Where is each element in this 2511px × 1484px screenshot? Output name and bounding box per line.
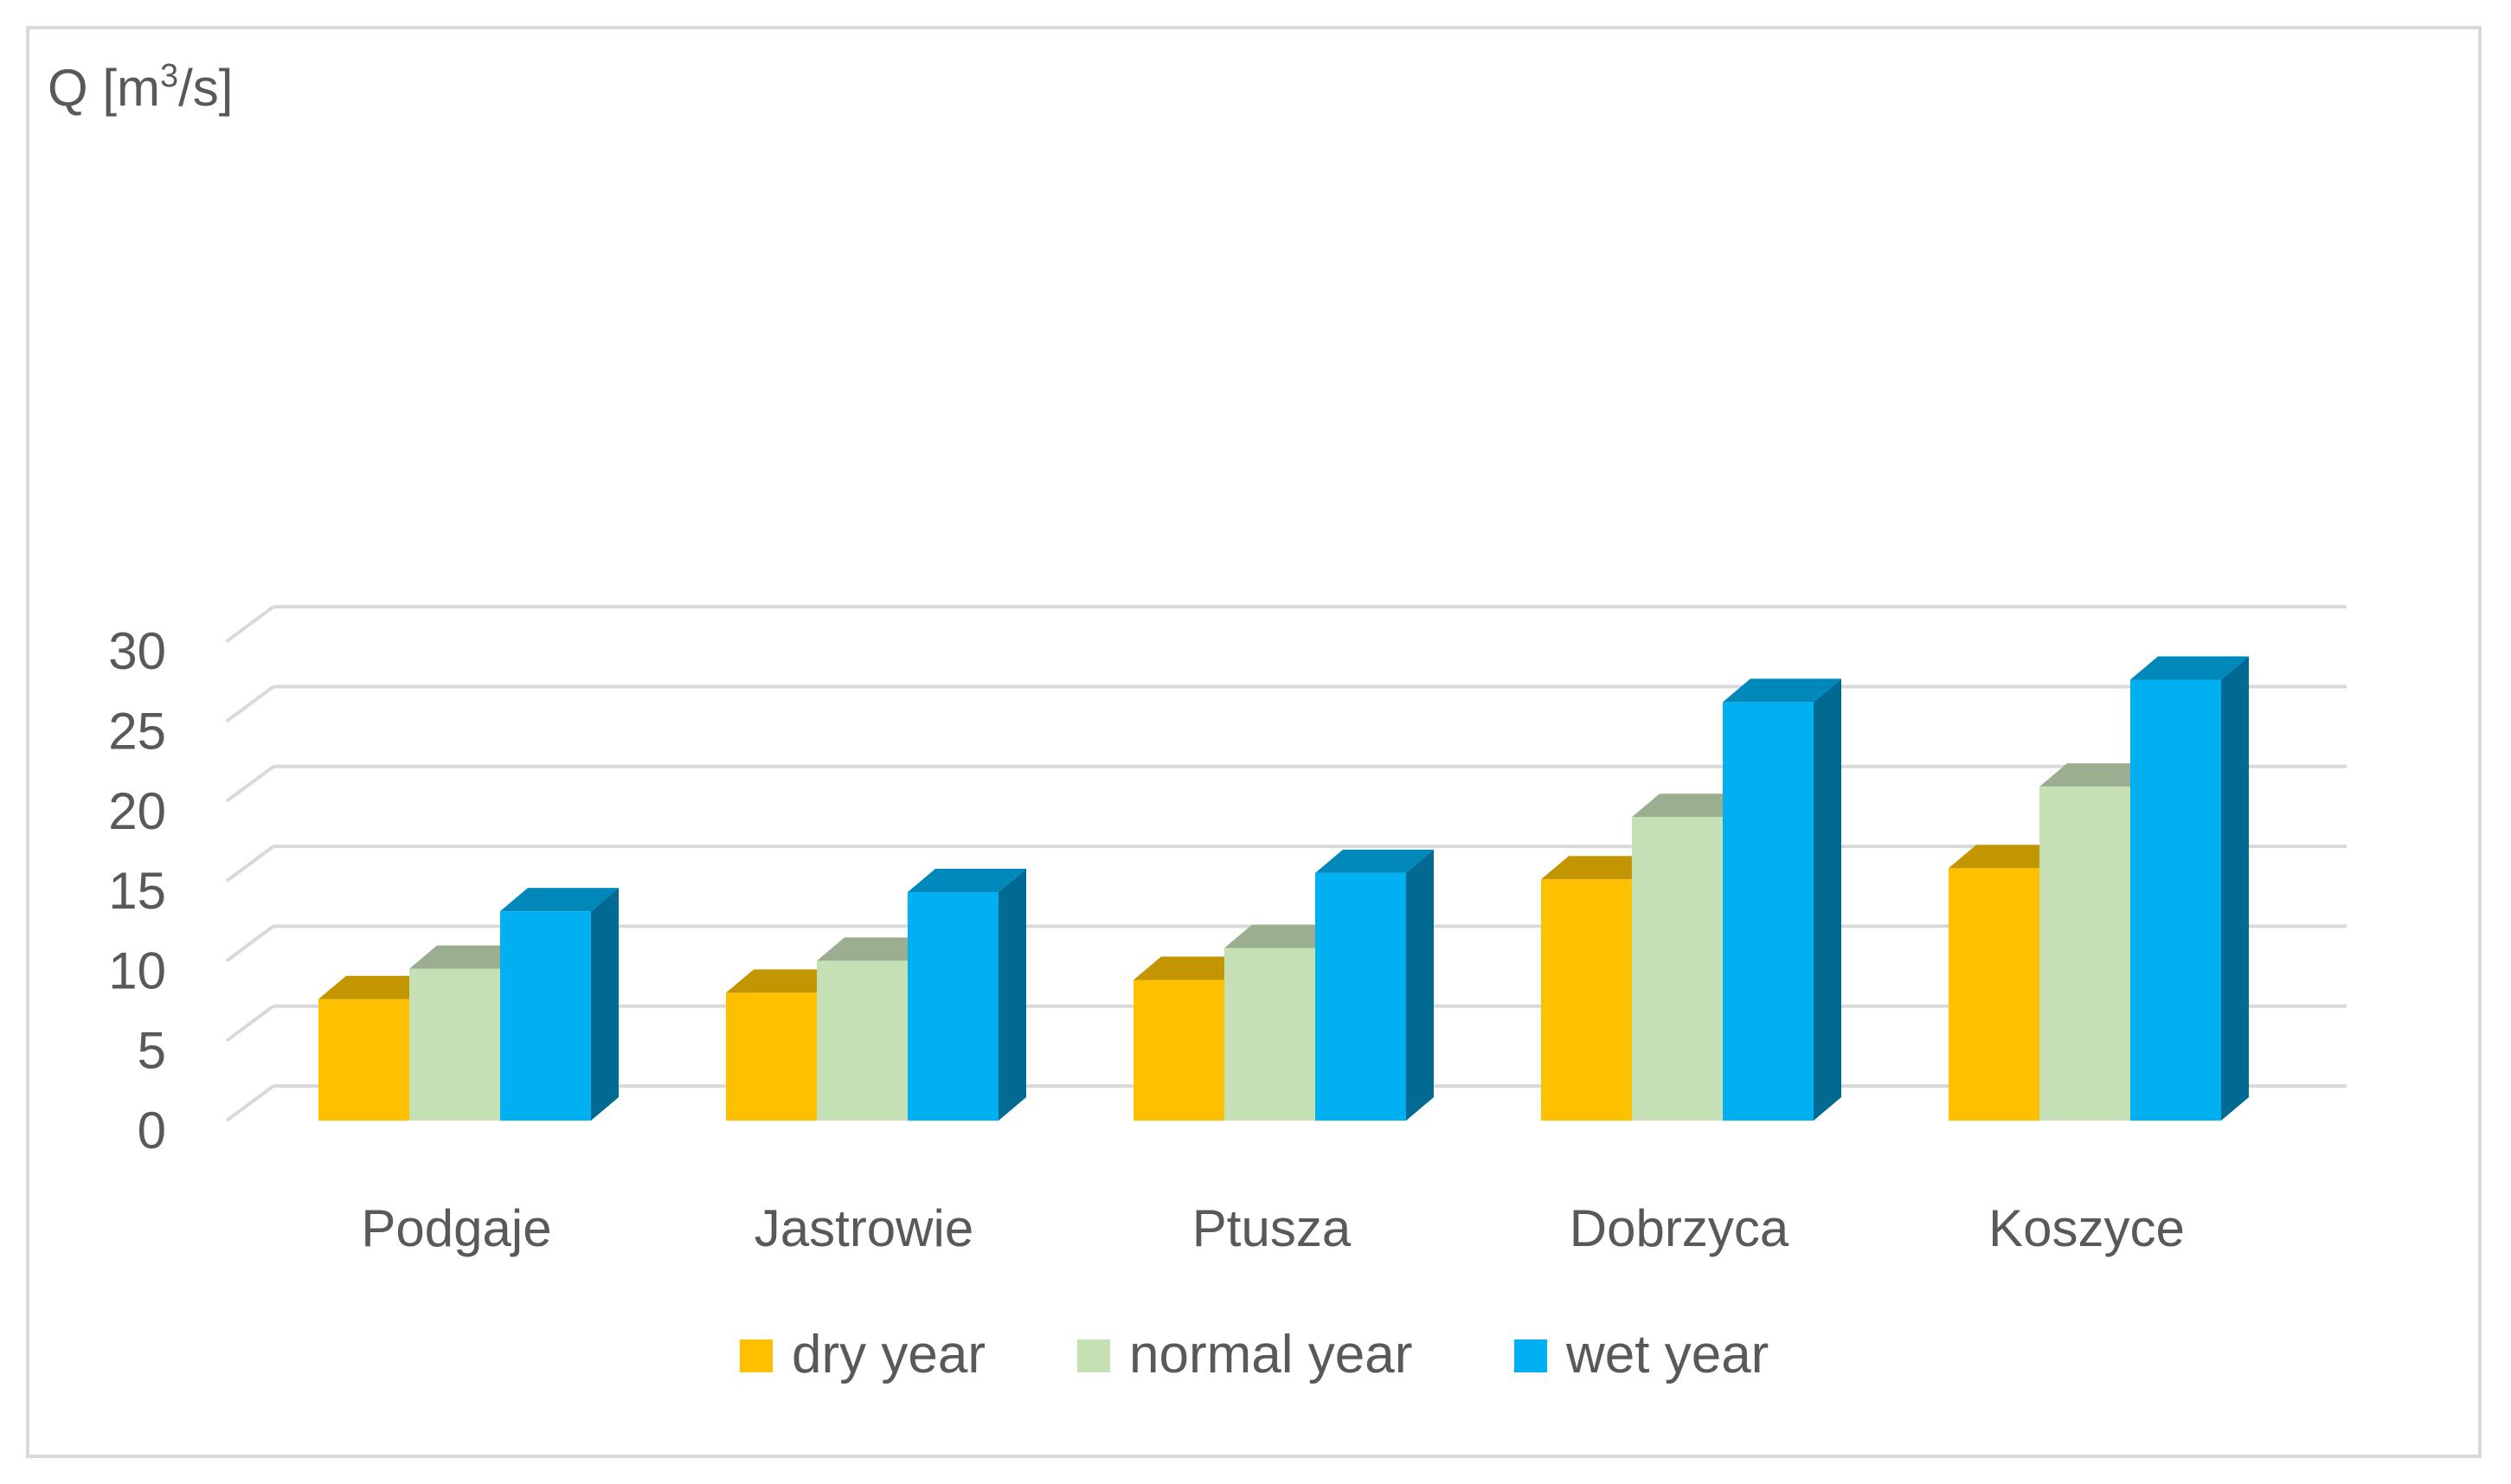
x-tick-label: Podgaje bbox=[361, 1199, 551, 1257]
bar-side bbox=[1406, 849, 1434, 1121]
legend-swatch bbox=[1514, 1339, 1547, 1372]
bar-top bbox=[908, 869, 1026, 893]
y-axis-label: Q [m3/s] bbox=[48, 58, 233, 117]
bar-normal-year-jastrowie bbox=[817, 960, 908, 1121]
bar-normal-year-ptusza bbox=[1224, 948, 1315, 1121]
bar-wet-year-dobrzyca bbox=[1723, 702, 1814, 1121]
legend-label: normal year bbox=[1129, 1325, 1412, 1384]
gridline-diagonal bbox=[225, 845, 275, 883]
y-tick-label: 15 bbox=[108, 862, 166, 920]
bar-top bbox=[318, 975, 437, 999]
y-tick-label: 30 bbox=[108, 622, 166, 680]
gridline-diagonal bbox=[225, 605, 275, 643]
bar-normal-year-podgaje bbox=[409, 968, 500, 1121]
legend: dry year normal year wet year bbox=[740, 1325, 1769, 1384]
bar-top bbox=[1133, 956, 1252, 980]
bar-top bbox=[2039, 763, 2158, 787]
bar-top bbox=[1541, 856, 1660, 880]
bar-side bbox=[1814, 678, 1841, 1121]
bar-top bbox=[1224, 924, 1343, 948]
x-tick-label: Koszyce bbox=[1988, 1199, 2185, 1257]
chart-frame bbox=[26, 26, 2482, 1458]
bar-side bbox=[2221, 656, 2249, 1121]
bar-top bbox=[1632, 793, 1750, 818]
bar-wet-year-koszyce bbox=[2130, 679, 2221, 1121]
x-tick-label: Dobrzyca bbox=[1570, 1199, 1789, 1257]
bar-top bbox=[500, 888, 619, 912]
bar-top bbox=[409, 945, 528, 969]
bar-top bbox=[1315, 849, 1434, 873]
y-tick-label: 10 bbox=[108, 941, 166, 999]
legend-swatch bbox=[740, 1339, 773, 1372]
bar-side bbox=[999, 869, 1026, 1121]
y-tick-label: 25 bbox=[108, 703, 166, 761]
gridline-diagonal bbox=[225, 1084, 275, 1122]
bar-dry-year-dobrzyca bbox=[1541, 879, 1632, 1121]
legend-label: dry year bbox=[792, 1325, 986, 1384]
bar-dry-year-jastrowie bbox=[726, 993, 817, 1121]
y-tick-label: 0 bbox=[138, 1102, 166, 1160]
bar-dry-year-koszyce bbox=[1949, 868, 2039, 1121]
x-axis-ticks: Podgaje Jastrowie Ptusza Dobrzyca Koszyce bbox=[361, 1199, 2184, 1257]
bar-dry-year-podgaje bbox=[318, 999, 409, 1121]
gridline-diagonal bbox=[225, 1005, 275, 1043]
x-tick-label: Jastrowie bbox=[755, 1199, 973, 1257]
bar-wet-year-jastrowie bbox=[908, 892, 999, 1121]
x-tick-label: Ptusza bbox=[1192, 1199, 1352, 1257]
legend-swatch bbox=[1077, 1339, 1110, 1372]
bar-normal-year-dobrzyca bbox=[1632, 817, 1723, 1121]
y-tick-label: 20 bbox=[108, 782, 166, 840]
bar-dry-year-ptusza bbox=[1133, 980, 1224, 1121]
bar-top bbox=[1723, 678, 1841, 703]
bar-top bbox=[1949, 845, 2067, 869]
bar-wet-year-ptusza bbox=[1315, 872, 1406, 1121]
gridline-diagonal bbox=[225, 765, 275, 803]
bar-normal-year-koszyce bbox=[2039, 787, 2130, 1121]
gridline-diagonal bbox=[225, 684, 275, 723]
legend-label: wet year bbox=[1565, 1325, 1769, 1384]
bar-wet-year-podgaje bbox=[500, 911, 591, 1121]
bar-top bbox=[726, 969, 844, 993]
gridline-diagonal bbox=[225, 924, 275, 963]
bar-side bbox=[591, 888, 619, 1121]
bar-top bbox=[2130, 656, 2249, 680]
y-axis-ticks: 0 5 10 15 20 25 30 bbox=[108, 622, 166, 1160]
bar-top bbox=[817, 937, 935, 961]
y-tick-label: 5 bbox=[138, 1022, 166, 1080]
bars bbox=[318, 656, 2249, 1121]
